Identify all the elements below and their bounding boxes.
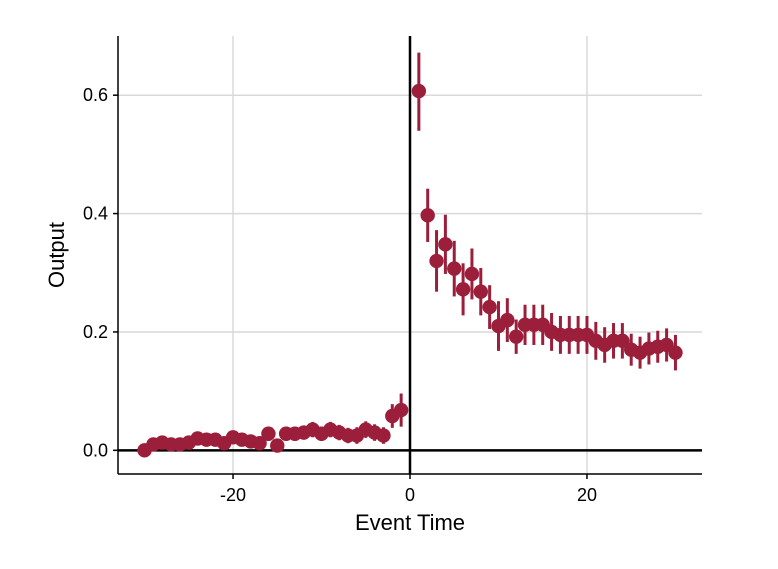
data-point--1	[393, 402, 409, 418]
data-point--3	[376, 428, 391, 443]
x-tick-label-0: -20	[220, 485, 246, 505]
reference-lines	[118, 36, 702, 474]
y-tick-label-0: 0.0	[83, 440, 108, 460]
data-point--16	[261, 426, 276, 441]
data-point-24	[615, 333, 630, 349]
axes	[113, 36, 702, 479]
data-point-3	[429, 253, 444, 269]
data-series	[137, 52, 683, 458]
x-tick-label-1: 0	[405, 485, 415, 505]
data-point-7	[464, 266, 480, 282]
data-point-6	[455, 282, 471, 297]
data-point--17	[252, 436, 267, 451]
data-point-12	[508, 329, 524, 344]
data-point--15	[270, 438, 285, 453]
x-axis-title: Event Time	[355, 510, 465, 535]
data-point-9	[482, 299, 497, 315]
data-point-4	[438, 237, 453, 252]
data-point-2	[420, 208, 435, 223]
y-axis-title: Output	[44, 222, 69, 288]
data-point-1	[411, 83, 427, 99]
tick-labels: -20 0 20 0.0 0.2 0.4 0.6	[83, 85, 597, 505]
data-point-30	[668, 345, 683, 360]
data-point-8	[473, 284, 488, 299]
x-tick-label-2: 20	[577, 485, 597, 505]
data-point-11	[500, 312, 515, 328]
data-point-5	[447, 261, 462, 276]
y-tick-label-2: 0.4	[83, 204, 108, 224]
y-tick-label-3: 0.6	[83, 85, 108, 105]
y-tick-label-1: 0.2	[83, 322, 108, 342]
